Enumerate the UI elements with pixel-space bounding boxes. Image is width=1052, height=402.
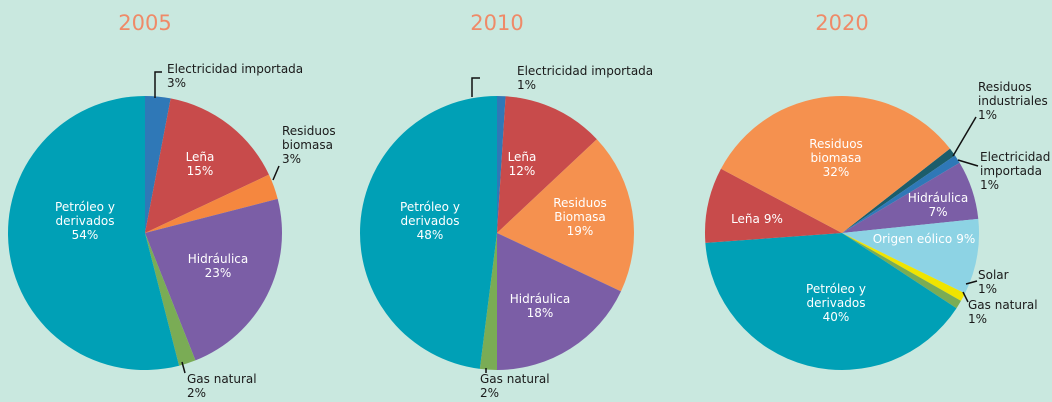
slice-value: 1% — [980, 178, 1000, 192]
slice-value: 32% — [822, 165, 850, 179]
slice-name: Petróleo y derivados — [400, 200, 460, 228]
pie-slice — [145, 233, 196, 366]
slice-name: Hidráulica — [509, 292, 571, 306]
pie-slice — [842, 148, 955, 233]
slice-value: 40% — [822, 310, 850, 324]
slice-name: Gas natural — [187, 372, 257, 386]
leader-line — [181, 361, 186, 374]
slice-label: Petróleo y derivados 54% — [45, 200, 125, 242]
pie-slice — [842, 233, 965, 301]
pie-slice — [842, 155, 960, 233]
slice-label: Electricidad importada 1% — [517, 64, 687, 92]
slice-value: 23% — [204, 266, 232, 280]
slice-label: Leña 9% — [722, 212, 792, 226]
pie-slice — [497, 96, 506, 233]
pie-slice — [359, 96, 497, 369]
pie-title: 2010 — [470, 11, 523, 35]
slice-label: Hidráulica 7% — [903, 191, 973, 219]
pie-slice — [145, 98, 269, 234]
slice-value: 15% — [186, 164, 214, 178]
slice-label: Hidráulica 18% — [500, 292, 580, 320]
pie-slice — [705, 233, 957, 370]
slice-name: Solar — [978, 268, 1009, 282]
slice-label: Electricidad importada 3% — [167, 62, 337, 90]
pie-slice — [145, 174, 278, 233]
pie-slice — [497, 233, 621, 370]
slice-name: Residuos biomasa — [282, 124, 336, 152]
slice-name: Leña — [185, 150, 215, 164]
slice-name: Hidráulica — [187, 252, 249, 266]
leader-line — [952, 116, 977, 157]
slice-name: Electricidad importada — [980, 150, 1051, 178]
slice-name: Residuos Biomasa — [553, 196, 607, 224]
slice-name: Leña — [507, 150, 537, 164]
slice-label: Leña 15% — [170, 150, 230, 178]
pie-slice — [497, 96, 597, 233]
leader-line — [957, 159, 979, 167]
slice-label: Hidráulica 23% — [178, 252, 258, 280]
slice-value: 1% — [968, 312, 988, 326]
slice-name: Leña — [731, 212, 760, 226]
slice-name: Gas natural — [968, 298, 1038, 312]
slice-value: 12% — [508, 164, 536, 178]
slice-value: 19% — [566, 224, 594, 238]
pie-slice — [479, 233, 497, 370]
slice-value: 2% — [187, 386, 207, 400]
slice-value: 7% — [928, 205, 948, 219]
leader-line — [154, 71, 162, 98]
slice-value: 1% — [978, 282, 998, 296]
pie-title: 2005 — [118, 11, 171, 35]
slice-label: Electricidad importada 1% — [980, 150, 1052, 192]
leader-line — [965, 280, 978, 285]
leader-line — [471, 77, 480, 97]
slice-name: Hidráulica — [907, 191, 969, 205]
slice-value: 1% — [978, 108, 998, 122]
slice-name: Petróleo y derivados — [806, 282, 866, 310]
pie-slice — [145, 96, 171, 233]
slice-label: Residuos Biomasa 19% — [549, 196, 611, 238]
slice-name: Electricidad importada — [167, 62, 304, 76]
slice-label: Gas natural 2% — [187, 372, 287, 400]
slice-label: Petróleo y derivados 40% — [802, 282, 870, 324]
pie-slice — [842, 218, 979, 294]
slice-label: Gas natural 2% — [480, 372, 580, 400]
slice-label: Residuos biomasa 32% — [804, 137, 868, 179]
slice-value: 9% — [956, 232, 976, 246]
slice-label: Origen eólico 9% — [864, 232, 984, 246]
pie-slice — [497, 139, 634, 292]
slice-label: Gas natural 1% — [968, 298, 1052, 326]
slice-label: Residuos industriales 1% — [978, 80, 1052, 122]
slice-value: 2% — [480, 386, 500, 400]
slice-name: Petróleo y derivados — [55, 200, 115, 228]
slice-label: Solar 1% — [978, 268, 1028, 296]
pie-title: 2020 — [815, 11, 868, 35]
slice-label: Leña 12% — [492, 150, 552, 178]
pie-slice — [842, 162, 979, 233]
pie-slice — [145, 198, 282, 361]
slice-value: 1% — [517, 78, 537, 92]
slice-value: 3% — [282, 152, 302, 166]
slice-value: 18% — [526, 306, 554, 320]
slice-name: Origen eólico — [872, 232, 953, 246]
slice-value: 54% — [71, 228, 99, 242]
pie-slice — [705, 168, 842, 243]
pie-slice — [7, 96, 180, 370]
pie-slice — [842, 233, 961, 309]
slice-label: Petróleo y derivados 48% — [390, 200, 470, 242]
slice-value: 3% — [167, 76, 187, 90]
leader-line — [962, 291, 969, 303]
slice-name: Electricidad importada — [517, 64, 654, 78]
slice-name: Gas natural — [480, 372, 550, 386]
slice-name: Residuos industriales — [978, 80, 1048, 108]
slice-value: 48% — [416, 228, 444, 242]
pie-slice — [720, 95, 950, 233]
slice-label: Residuos biomasa 3% — [282, 124, 344, 166]
leader-line — [272, 165, 280, 181]
slice-name: Residuos biomasa — [809, 137, 863, 165]
slice-value: 9% — [763, 212, 783, 226]
